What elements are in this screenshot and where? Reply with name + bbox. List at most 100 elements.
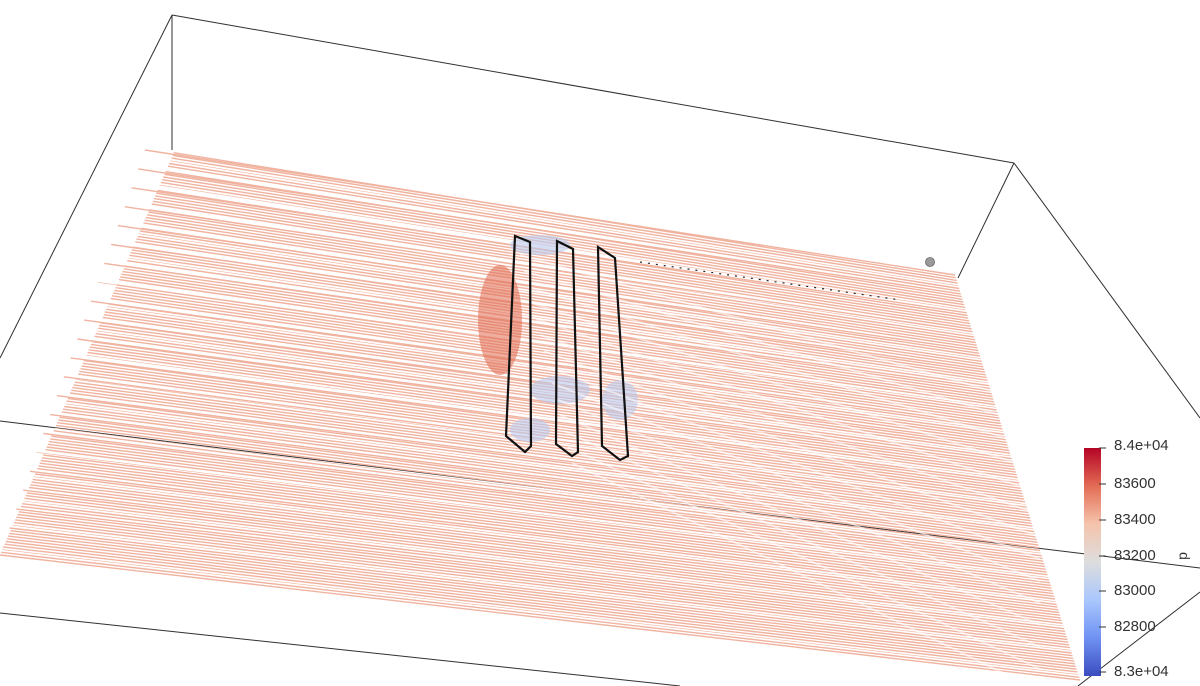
streamline xyxy=(23,489,1061,616)
streamline xyxy=(165,170,962,298)
streamline xyxy=(33,476,1056,602)
streamline xyxy=(155,195,970,322)
streamline xyxy=(54,427,1041,554)
streamline xyxy=(164,173,963,300)
streamline xyxy=(29,486,1060,614)
streamline xyxy=(20,505,1066,633)
wake-streak xyxy=(555,398,1041,604)
streamline xyxy=(16,508,1066,635)
streamline xyxy=(136,238,983,365)
streamline xyxy=(66,400,1033,527)
streamline xyxy=(1,551,1080,678)
streamline xyxy=(143,222,978,349)
streamline xyxy=(90,343,1016,471)
streamline xyxy=(81,365,1022,492)
bbox-edge xyxy=(1013,162,1200,419)
streamline xyxy=(124,206,973,333)
streamline xyxy=(2,549,1079,675)
streamline xyxy=(123,268,992,395)
streamline xyxy=(10,530,1073,657)
streamline xyxy=(59,416,1038,543)
streamline xyxy=(92,341,1015,468)
streamline xyxy=(69,392,1031,519)
colorbar-tick-label: 83000 xyxy=(1114,582,1156,599)
streamline xyxy=(157,189,968,317)
streamline xyxy=(130,251,987,379)
streamline xyxy=(2,546,1078,673)
cutout-outline-middle xyxy=(554,239,580,458)
wake-streak xyxy=(563,430,1041,648)
streamline xyxy=(0,554,1081,681)
colorbar-max-label: 8.4e+04 xyxy=(1114,437,1169,454)
streamline xyxy=(171,157,958,284)
streamline xyxy=(48,440,1046,568)
bbox-edge xyxy=(957,162,1015,279)
wake-streak xyxy=(559,414,1041,626)
streamline xyxy=(137,235,982,363)
streamline xyxy=(39,462,1052,589)
streamline xyxy=(12,525,1071,651)
streamline-surface xyxy=(0,149,1081,686)
streamline xyxy=(31,481,1058,608)
colorbar-min-label: 8.3e+04 xyxy=(1114,663,1169,680)
streamline xyxy=(55,424,1041,552)
seed-point-sphere[interactable] xyxy=(925,257,935,267)
low-pressure-region xyxy=(602,380,638,420)
cutout-outline-left xyxy=(504,234,533,454)
streamline xyxy=(18,511,1067,638)
streamline xyxy=(22,503,1065,630)
streamline xyxy=(34,473,1056,600)
streamline xyxy=(132,246,986,373)
streamline xyxy=(65,403,1034,530)
cutout-outlines xyxy=(504,234,630,462)
wake-streak xyxy=(531,302,1041,472)
wake-streak xyxy=(523,270,1041,428)
streamline xyxy=(47,443,1046,570)
streamline xyxy=(71,389,1030,516)
streamline xyxy=(41,457,1051,584)
streamline xyxy=(5,540,1076,668)
streamline xyxy=(6,538,1076,665)
bbox-edge xyxy=(171,14,1015,164)
colorbar xyxy=(1084,447,1106,676)
streamline xyxy=(148,211,975,338)
colorbar-tick-label: 83600 xyxy=(1114,475,1156,492)
streamline xyxy=(64,405,1035,533)
wake-streak xyxy=(527,286,1041,450)
streamline xyxy=(80,368,1023,495)
streamline xyxy=(23,500,1064,627)
bbox-edge xyxy=(0,612,681,686)
streamline xyxy=(74,381,1027,508)
streamline xyxy=(82,362,1021,489)
streamline xyxy=(15,519,1070,646)
streamline xyxy=(51,435,1044,562)
wake-streak xyxy=(551,382,1041,582)
colorbar-tick-label: 83400 xyxy=(1114,511,1156,528)
colorbar-tick-label: 82800 xyxy=(1114,618,1156,635)
streamline xyxy=(13,521,1071,649)
streamline xyxy=(83,359,1021,487)
streamline xyxy=(172,154,957,282)
streamline xyxy=(46,446,1047,573)
streamline xyxy=(8,535,1075,662)
streamline xyxy=(124,265,991,392)
streamline xyxy=(79,370,1024,498)
streamline xyxy=(106,308,1005,435)
colorbar-title: p xyxy=(1173,552,1190,560)
streamline xyxy=(153,197,971,325)
streamline xyxy=(141,227,980,354)
streamline xyxy=(50,413,1037,541)
streamline xyxy=(37,467,1054,595)
streamline xyxy=(146,214,976,341)
bbox-edge xyxy=(0,14,173,359)
streamline xyxy=(87,351,1018,479)
streamline xyxy=(73,384,1028,511)
streamline xyxy=(139,230,981,357)
streamline xyxy=(129,254,988,381)
streamline xyxy=(56,395,1031,522)
streamline xyxy=(67,397,1032,525)
streamline xyxy=(43,432,1043,560)
streamline xyxy=(32,478,1057,606)
streamline xyxy=(50,438,1045,565)
